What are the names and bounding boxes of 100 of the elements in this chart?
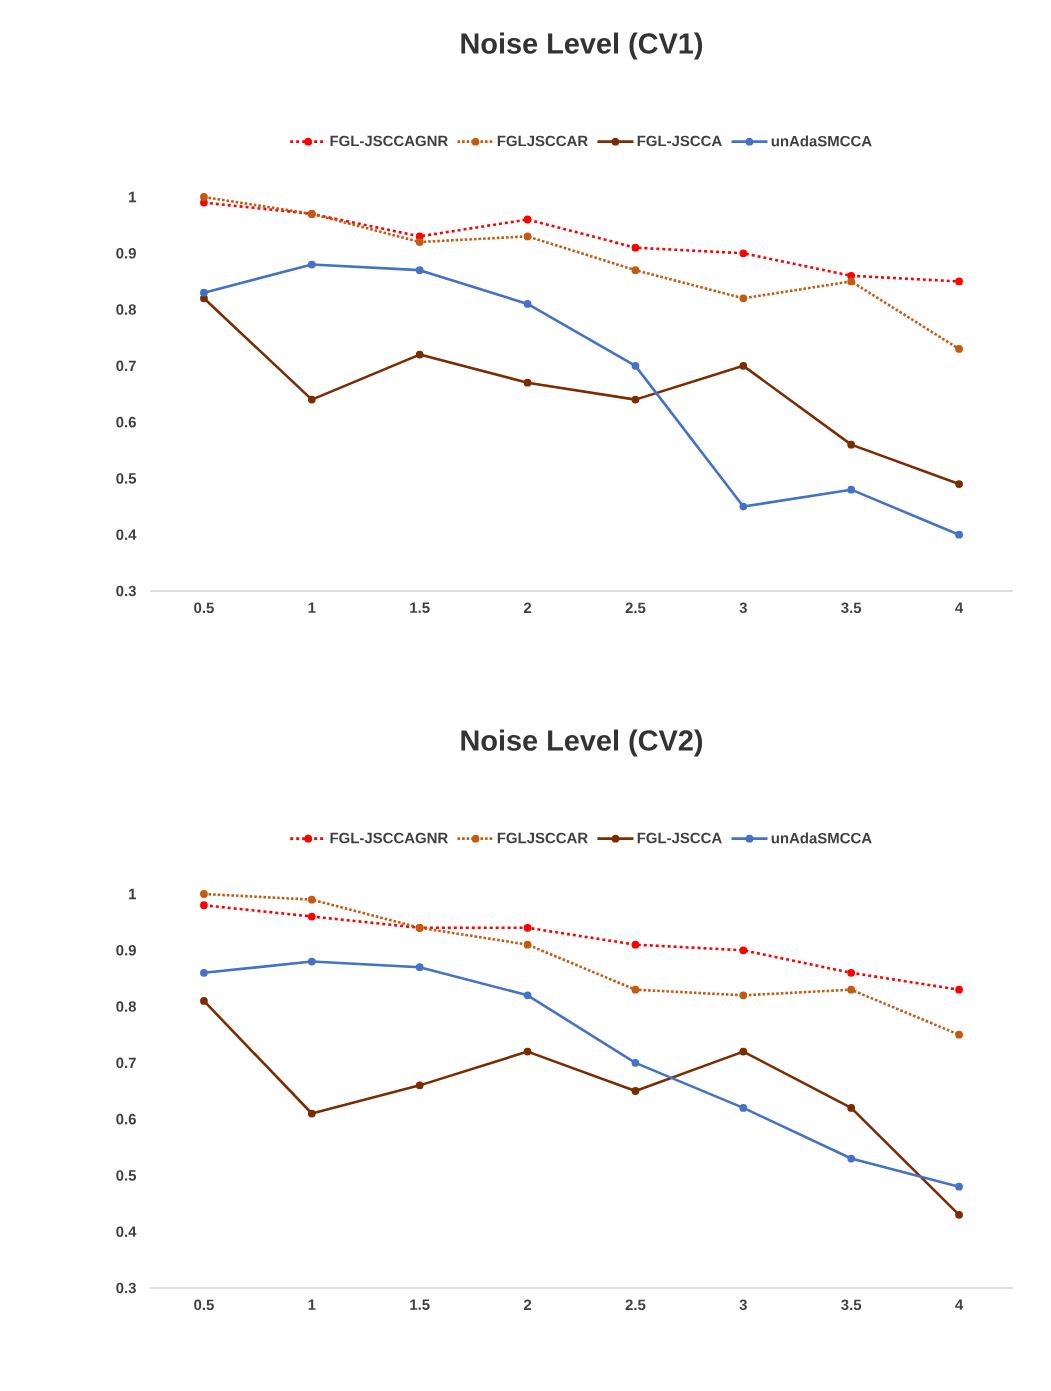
point: [955, 480, 963, 488]
x-tick-label: 2.5: [625, 1299, 646, 1311]
y-tick-label: 0.3: [116, 1282, 136, 1294]
x-tick-label: 3: [739, 1299, 747, 1311]
point: [523, 1047, 532, 1056]
point: [415, 238, 424, 246]
legend-label: FGL-JSCCAGNR: [330, 135, 448, 147]
point: [200, 288, 208, 297]
point: [739, 1047, 748, 1056]
point: [523, 940, 532, 949]
point: [847, 985, 856, 994]
x-tick-label: 4: [955, 602, 964, 613]
x-tick-label: 1.5: [410, 602, 430, 613]
legend-label: FGL-JSCCAGNR: [330, 832, 448, 844]
point: [631, 243, 640, 252]
x-tick-label: 2.5: [625, 602, 646, 614]
point: [631, 395, 640, 404]
point: [739, 294, 748, 303]
x-tick-label: 1: [308, 602, 316, 613]
point: [307, 260, 316, 269]
point: [847, 1104, 856, 1112]
point: [847, 277, 856, 286]
point: [200, 997, 208, 1005]
point: [847, 440, 856, 449]
point: [955, 1210, 963, 1219]
point: [200, 901, 208, 910]
legend-label: unAdaSMCCA: [771, 135, 872, 147]
point: [523, 991, 532, 1000]
x-tick-label: 4: [955, 1299, 964, 1310]
point: [847, 1154, 856, 1163]
point: [955, 1182, 963, 1191]
x-tick-label: 1: [308, 1299, 316, 1310]
y-tick-label: 1: [129, 888, 137, 900]
point: [415, 350, 424, 359]
point: [631, 361, 640, 370]
point: [631, 1087, 640, 1095]
x-tick-label: 0.5: [194, 1299, 214, 1311]
point: [955, 345, 963, 353]
legend-label: FGLJSCCAR: [497, 832, 588, 844]
point: [631, 266, 640, 275]
point: [955, 1030, 963, 1039]
point: [631, 1058, 640, 1067]
legend-label: FGL-JSCCA: [637, 135, 722, 147]
legend-label: FGLJSCCAR: [497, 135, 588, 147]
point: [523, 215, 532, 224]
x-tick-label: 2: [523, 1299, 532, 1310]
point: [631, 940, 640, 949]
point: [739, 249, 748, 258]
point: [523, 923, 532, 932]
point: [739, 991, 748, 1000]
x-tick-label: 1.5: [410, 1299, 430, 1310]
y-tick-label: 0.4: [116, 1226, 137, 1237]
y-tick-label: 0.3: [116, 585, 136, 597]
y-tick-label: 0.7: [116, 1057, 136, 1069]
y-tick-label: 0.9: [116, 944, 136, 956]
x-tick-label: 0.5: [194, 602, 214, 614]
y-tick-label: 0.9: [116, 247, 136, 259]
point: [739, 502, 748, 511]
point: [847, 271, 856, 280]
chart-title: Noise Level (CV2): [461, 729, 703, 757]
y-tick-label: 1: [129, 191, 137, 203]
y-tick-label: 0.8: [116, 304, 137, 315]
point: [847, 485, 856, 494]
point: [200, 294, 208, 303]
point: [523, 378, 532, 387]
y-tick-label: 0.5: [116, 1170, 137, 1181]
y-tick-label: 0.8: [116, 1001, 137, 1012]
y-tick-label: 0.6: [116, 416, 136, 428]
y-tick-label: 0.7: [116, 360, 136, 372]
x-tick-label: 2: [523, 602, 532, 613]
point: [631, 985, 640, 994]
point: [523, 232, 532, 241]
point: [307, 895, 316, 904]
point: [955, 530, 963, 539]
point: [200, 193, 208, 201]
point: [415, 963, 424, 972]
point: [955, 985, 963, 994]
x-tick-label: 3: [739, 602, 747, 614]
chart-title: Noise Level (CV1): [461, 32, 703, 60]
legend-label: unAdaSMCCA: [771, 832, 872, 844]
y-tick-label: 0.4: [116, 529, 137, 540]
point: [739, 361, 748, 370]
point: [307, 957, 316, 966]
point: [307, 912, 316, 921]
point: [739, 946, 748, 955]
point: [415, 232, 424, 241]
legend-label: FGL-JSCCA: [637, 832, 722, 844]
y-tick-label: 0.5: [116, 473, 137, 484]
x-tick-label: 3.5: [841, 1299, 862, 1311]
point: [200, 890, 208, 898]
point: [523, 300, 532, 308]
point: [415, 266, 424, 275]
y-tick-label: 0.6: [116, 1113, 136, 1125]
point: [955, 277, 963, 286]
point: [739, 1104, 748, 1112]
point: [200, 968, 208, 977]
point: [307, 1109, 316, 1118]
point: [847, 968, 856, 977]
x-tick-label: 3.5: [841, 602, 862, 614]
point: [307, 395, 316, 404]
